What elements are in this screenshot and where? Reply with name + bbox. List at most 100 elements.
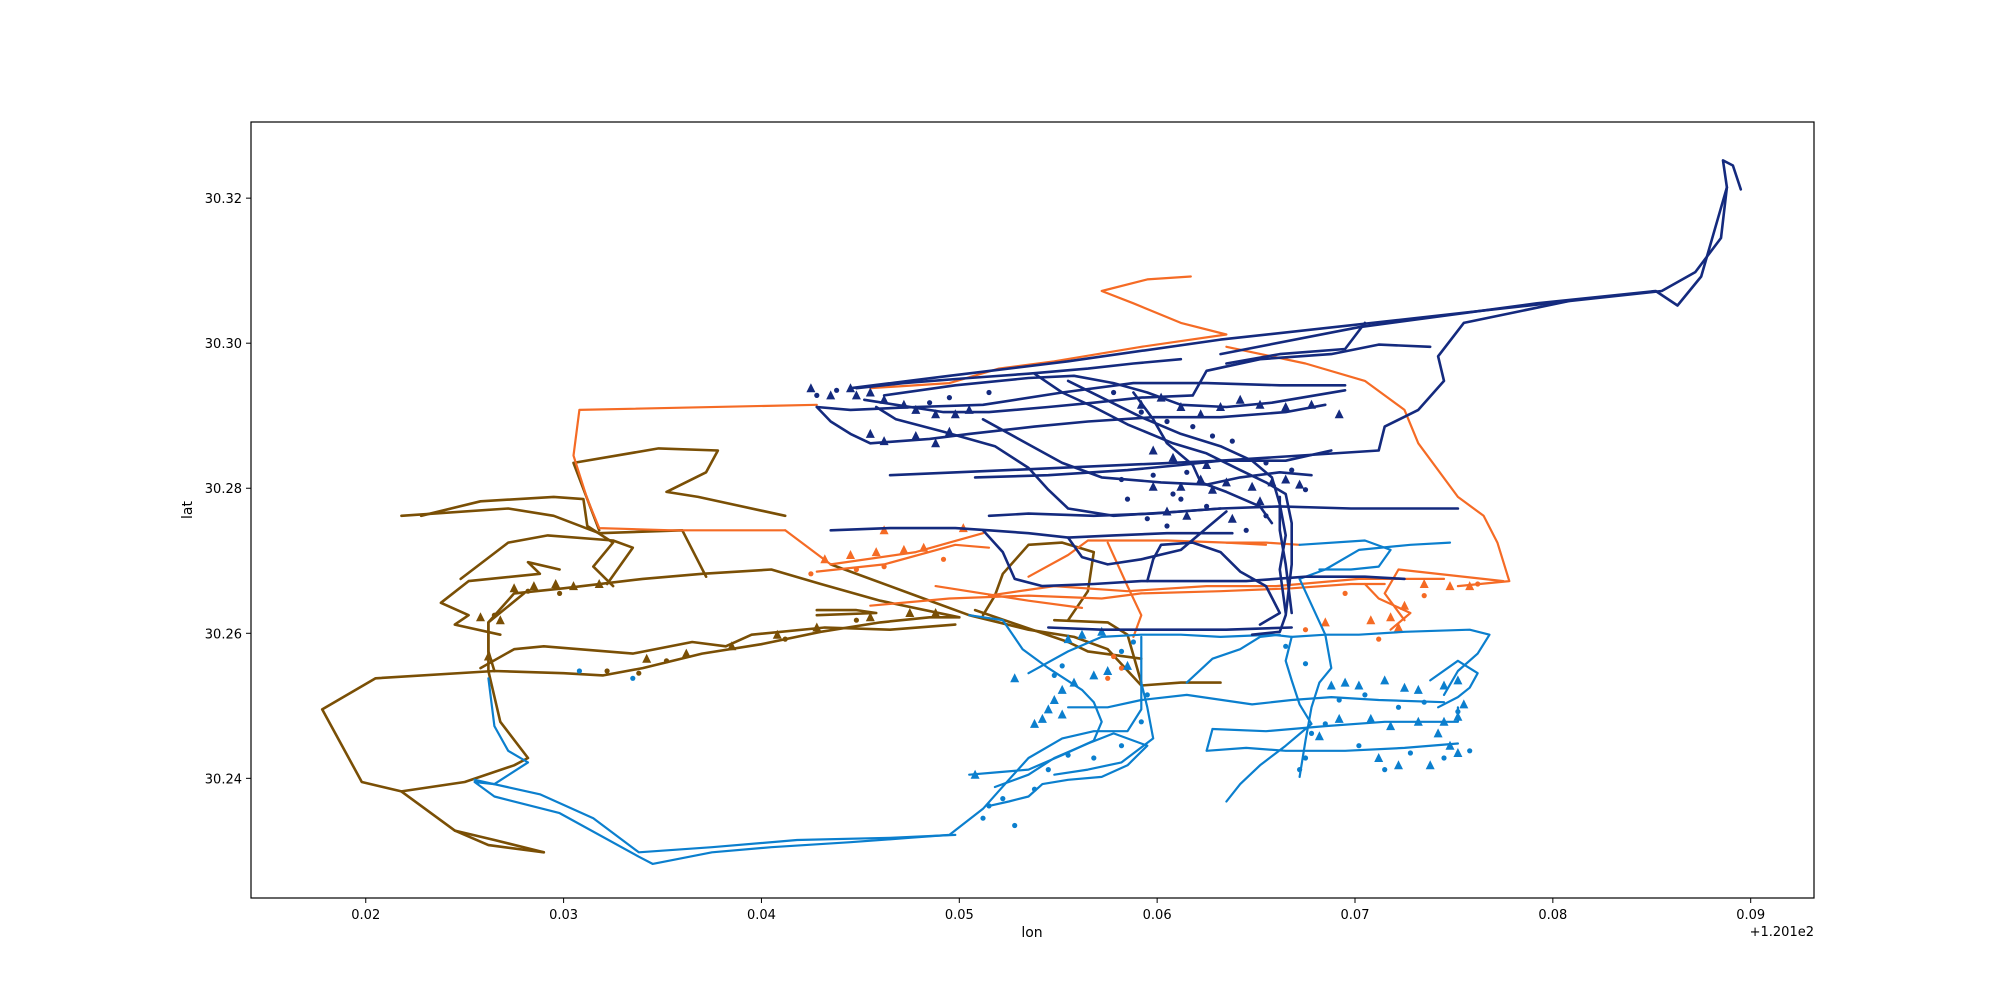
series-3-triangle-marker-41 — [1255, 496, 1265, 506]
series-3-triangle-marker-8 — [964, 404, 974, 414]
x-tick-label-7: 0.09 — [1736, 908, 1765, 923]
series-3-triangle-marker-35 — [1196, 474, 1206, 484]
series-1-triangle-marker-10 — [1386, 612, 1396, 622]
series-2-dot-marker-6 — [1065, 752, 1071, 758]
series-2-dot-marker-13 — [1118, 648, 1125, 655]
series-2-dot-marker-18 — [1322, 721, 1328, 727]
series-3-triangle-marker-5 — [911, 404, 921, 414]
series-2-dot-marker-4 — [1031, 786, 1038, 792]
series-3-triangle-marker-29 — [1221, 477, 1231, 487]
series-3-triangle-marker-17 — [1156, 392, 1166, 402]
x-tick-label-2: 0.04 — [747, 908, 776, 923]
series-1-dot-marker-6 — [1111, 653, 1117, 660]
series-2-dot-marker-10 — [1144, 692, 1150, 698]
series-0-triangle-marker-12 — [812, 622, 822, 632]
series-3-dot-marker-9 — [1209, 433, 1216, 439]
series-3-triangle-marker-10 — [826, 390, 836, 400]
series-1-track-4 — [815, 543, 991, 573]
series-3-track-19 — [1047, 626, 1293, 632]
series-0-triangle-marker-14 — [905, 608, 915, 617]
series-0-triangle-marker-6 — [483, 651, 493, 661]
series-1-track-5 — [869, 582, 1386, 607]
series-2-triangle-marker-29 — [1334, 713, 1344, 723]
series-2-dot-marker-28 — [1467, 748, 1473, 754]
series-2-triangle-marker-11 — [1063, 634, 1073, 644]
series-2-triangle-marker-21 — [1439, 680, 1449, 690]
series-3-triangle-marker-20 — [1216, 402, 1225, 411]
series-2-track-7 — [1205, 727, 1460, 752]
x-axis-label: lon — [1021, 925, 1042, 941]
series-2-triangle-marker-7 — [1103, 666, 1113, 675]
x-tick-label-5: 0.07 — [1341, 908, 1370, 923]
series-2-triangle-marker-15 — [1326, 680, 1336, 690]
series-3-triangle-marker-1 — [851, 390, 861, 400]
series-0-track-4 — [439, 560, 561, 637]
series-3-triangle-marker-22 — [1255, 399, 1265, 409]
series-0-triangle-marker-15 — [931, 608, 941, 617]
series-3-track-14 — [829, 526, 1234, 539]
series-3-track-1 — [849, 186, 1729, 390]
series-3-triangle-marker-11 — [879, 436, 889, 446]
series-0-triangle-marker-8 — [642, 653, 652, 663]
x-tick-label-4: 0.06 — [1143, 908, 1172, 923]
series-3-track-11 — [815, 381, 1347, 412]
series-2-dot-marker-29 — [1283, 643, 1289, 649]
series-2-triangle-marker-9 — [1030, 718, 1039, 728]
series-2-track-0 — [473, 635, 1143, 866]
series-0-dot-marker-7 — [853, 617, 860, 623]
series-1-track-1 — [1225, 345, 1511, 588]
series-2-triangle-marker-20 — [1413, 684, 1423, 694]
x-tick-label-0: 0.02 — [351, 908, 380, 923]
series-0-track-3 — [453, 829, 546, 854]
y-tick-label-0: 30.24 — [205, 772, 242, 787]
series-2-track-1 — [473, 778, 957, 854]
axis-ticks: 0.02 0.03 0.04 0.05 0.06 0.07 0.08 0.09 30.24 30.… — [205, 192, 1765, 923]
series-2-track-6 — [1185, 633, 1281, 684]
series-3-triangle-marker-0 — [846, 383, 855, 393]
series-3-track-21 — [1191, 343, 1432, 397]
series-3-triangle-marker-4 — [899, 399, 909, 409]
series-3-triangle-marker-27 — [1168, 452, 1178, 462]
series-2-dot-marker-3 — [1000, 796, 1006, 802]
series-3-dot-marker-18 — [1124, 496, 1131, 502]
series-2-dot-marker-2 — [986, 803, 992, 809]
series-2-triangle-marker-10 — [1037, 713, 1047, 723]
series-3-dot-marker-4 — [986, 389, 992, 396]
series-2-dot-marker-31 — [630, 675, 636, 681]
series-3-dot-marker-5 — [1111, 389, 1117, 396]
y-tick-label-3: 30.30 — [205, 337, 242, 352]
series-3-triangle-marker-14 — [931, 438, 941, 448]
series-0-track-2 — [400, 592, 530, 793]
series-2-dot-marker-8 — [1118, 743, 1125, 749]
x-tick-label-1: 0.03 — [549, 908, 578, 923]
series-1-track-3 — [784, 529, 985, 566]
y-tick-label-4: 30.32 — [205, 192, 242, 207]
x-tick-label-3: 0.05 — [945, 908, 974, 923]
series-2-track-14 — [1053, 681, 1155, 776]
series-1-dot-marker-0 — [808, 571, 814, 577]
plot-frame — [250, 121, 1815, 899]
series-2-dot-marker-11 — [1051, 672, 1057, 679]
series-1-triangle-marker-9 — [1465, 581, 1475, 591]
series-2-triangle-marker-28 — [1366, 713, 1376, 723]
series-3-triangle-marker-25 — [1334, 409, 1344, 419]
series-0-dot-marker-3 — [557, 590, 563, 597]
series-2-dot-marker-24 — [1356, 743, 1362, 749]
series-3-track-4 — [882, 374, 1347, 409]
series-0-track-9 — [479, 623, 957, 670]
series-2-triangle-marker-30 — [1314, 731, 1324, 741]
series-1-triangle-marker-7 — [1419, 579, 1429, 588]
series-2-triangle-marker-8 — [1123, 660, 1132, 670]
series-2-dot-marker-20 — [1362, 692, 1368, 698]
series-2-dot-marker-14 — [1130, 639, 1136, 645]
series-0-triangle-marker-9 — [681, 648, 691, 658]
series-3-triangle-marker-18 — [1176, 402, 1186, 411]
series-3-dot-marker-13 — [1302, 487, 1309, 493]
series-0-dot-marker-4 — [525, 588, 531, 594]
series-1-triangle-marker-12 — [1400, 600, 1409, 610]
series-3-triangle-marker-28 — [1202, 460, 1212, 469]
series-0-track-6 — [459, 534, 635, 586]
series-0-track-7 — [400, 507, 708, 579]
series-3-triangle-marker-12 — [865, 428, 875, 438]
series-3-dot-marker-24 — [1184, 469, 1190, 475]
